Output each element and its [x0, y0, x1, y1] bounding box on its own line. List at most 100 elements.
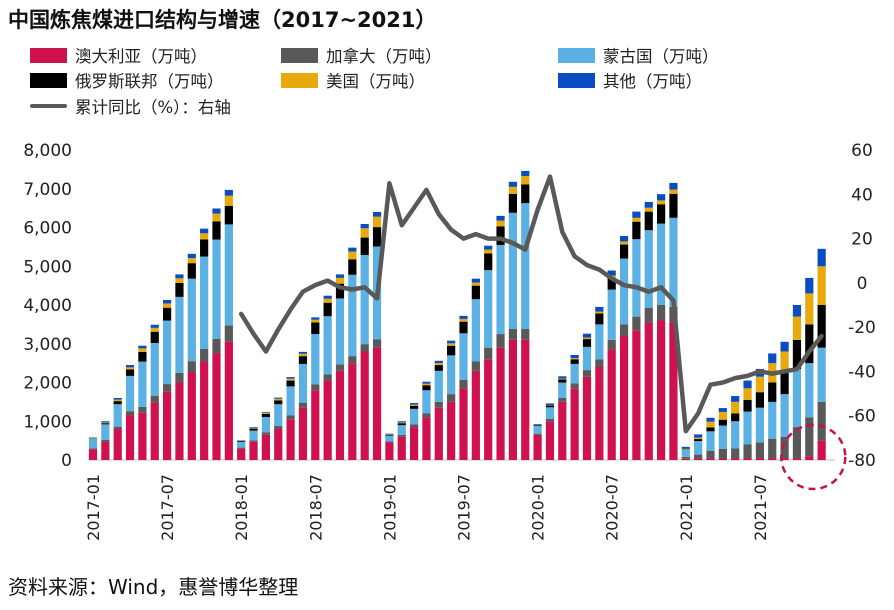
bar-segment-russia — [348, 259, 357, 275]
bar-segment-russia — [669, 193, 678, 218]
bar-segment-australia — [706, 458, 715, 460]
bar-segment-canada — [755, 442, 764, 459]
bar-segment-usa — [372, 216, 382, 228]
bar-segment-australia — [681, 458, 690, 460]
bar-segment-other — [187, 253, 196, 259]
bar-segment-usa — [669, 189, 678, 194]
bar-segment-russia — [410, 405, 419, 409]
bar-segment-canada — [311, 384, 320, 391]
bar-segment-usa — [410, 404, 419, 406]
bar-segment-other — [533, 424, 542, 425]
bar-segment-mongolia — [138, 361, 147, 407]
bar-segment-other — [805, 277, 814, 294]
bar-segment-other — [582, 333, 592, 338]
bar-segment-russia — [113, 401, 122, 405]
right-tick-label: 60 — [851, 141, 873, 161]
bar-segment-canada — [632, 316, 641, 331]
bar-segment-mongolia — [792, 368, 802, 428]
bar-segment-mongolia — [644, 230, 653, 308]
bar-segment-canada — [237, 447, 246, 449]
bar-segment-mongolia — [496, 244, 505, 335]
bar-segment-canada — [508, 329, 517, 340]
bar-segment-russia — [163, 307, 172, 321]
bar-segment-mongolia — [360, 255, 369, 345]
bar-segment-russia — [632, 221, 641, 240]
legend-mongolia: 蒙古国（万吨） — [558, 43, 719, 67]
bar-segment-russia — [237, 441, 246, 442]
bar-segment-australia — [743, 458, 752, 460]
bar-segment-canada — [348, 356, 357, 364]
bar-segment-mongolia — [397, 425, 406, 435]
bar-segment-other — [434, 360, 443, 364]
bar-segment-russia — [508, 193, 517, 213]
bar-segment-usa — [780, 351, 789, 371]
legend-swatch-russia — [30, 72, 67, 88]
bar-segment-usa — [335, 277, 345, 284]
bar-segment-usa — [484, 249, 493, 254]
bar-segment-russia — [274, 400, 283, 405]
bar-segment-canada — [484, 347, 493, 360]
bar-segment-australia — [224, 341, 233, 460]
bar-segment-usa — [187, 258, 196, 264]
bar-segment-australia — [410, 427, 419, 460]
bar-segment-canada — [533, 433, 542, 435]
bar-segment-canada — [385, 441, 394, 443]
legend-usa: 美国（万吨） — [281, 68, 425, 92]
bar-segment-mongolia — [632, 239, 641, 317]
bar-segment-usa — [311, 319, 320, 323]
bar-segment-australia — [619, 336, 629, 460]
bar-segment-usa — [447, 343, 456, 346]
bar-segment-australia — [508, 339, 517, 461]
bar-segment-canada — [249, 440, 258, 442]
legend-label-other: 其他（万吨） — [603, 72, 702, 91]
right-tick-label: -40 — [848, 362, 876, 382]
bar-segment-mongolia — [200, 256, 209, 349]
legend-swatch-mongolia — [558, 47, 595, 63]
bar-segment-australia — [138, 412, 147, 460]
bar-segment-usa — [422, 383, 431, 386]
bar-segment-mongolia — [508, 212, 517, 330]
bar-segment-other — [224, 189, 233, 196]
annotation-group — [780, 423, 847, 491]
bar-segment-other — [508, 181, 517, 187]
bar-segment-canada — [101, 439, 110, 442]
bar-segment-other — [545, 403, 555, 405]
bar-segment-australia — [792, 458, 802, 460]
x-tick-label: 2017-01 — [84, 474, 103, 541]
bar-segment-russia — [706, 427, 715, 432]
bar-segment-australia — [632, 330, 641, 460]
bar-segment-canada — [768, 438, 777, 459]
bar-segment-other — [558, 376, 567, 379]
bar-segment-canada — [681, 456, 690, 459]
bar-segment-other — [410, 403, 419, 405]
bar-segment-canada — [212, 338, 221, 354]
bar-segment-usa — [471, 282, 480, 286]
bar-segment-canada — [817, 401, 826, 441]
bar-segment-australia — [755, 458, 764, 460]
bar-segment-other — [175, 274, 184, 279]
bar-segment-canada — [113, 426, 122, 429]
bar-segment-canada — [570, 383, 579, 389]
bar-segment-russia — [224, 205, 233, 225]
bar-segment-mongolia — [582, 346, 592, 371]
bar-segment-other — [200, 228, 209, 234]
bar-segment-usa — [743, 388, 752, 400]
bar-segment-canada — [743, 444, 752, 459]
bar-segment-other — [212, 208, 221, 214]
x-tick-label: 2019-01 — [380, 474, 399, 541]
bar-segment-mongolia — [484, 270, 493, 348]
bar-segment-other — [595, 306, 604, 312]
bar-segment-russia — [249, 428, 258, 431]
bar-segment-australia — [496, 347, 505, 461]
bar-segment-russia — [805, 324, 814, 364]
highlight-circle — [780, 423, 847, 491]
bar-segment-usa — [101, 422, 110, 424]
bar-segment-other — [657, 194, 666, 201]
legend-swatch-usa — [281, 72, 318, 88]
legend-label-australia: 澳大利亚（万吨） — [75, 47, 207, 66]
bar-segment-russia — [484, 253, 493, 271]
bar-segment-australia — [607, 349, 616, 460]
bar-segment-mongolia — [224, 224, 233, 326]
axes-group: 0 1,000 2,000 3,000 4,000 5,000 6,000 7,000 8,00… — [23, 141, 876, 541]
bar-segment-canada — [150, 395, 159, 403]
